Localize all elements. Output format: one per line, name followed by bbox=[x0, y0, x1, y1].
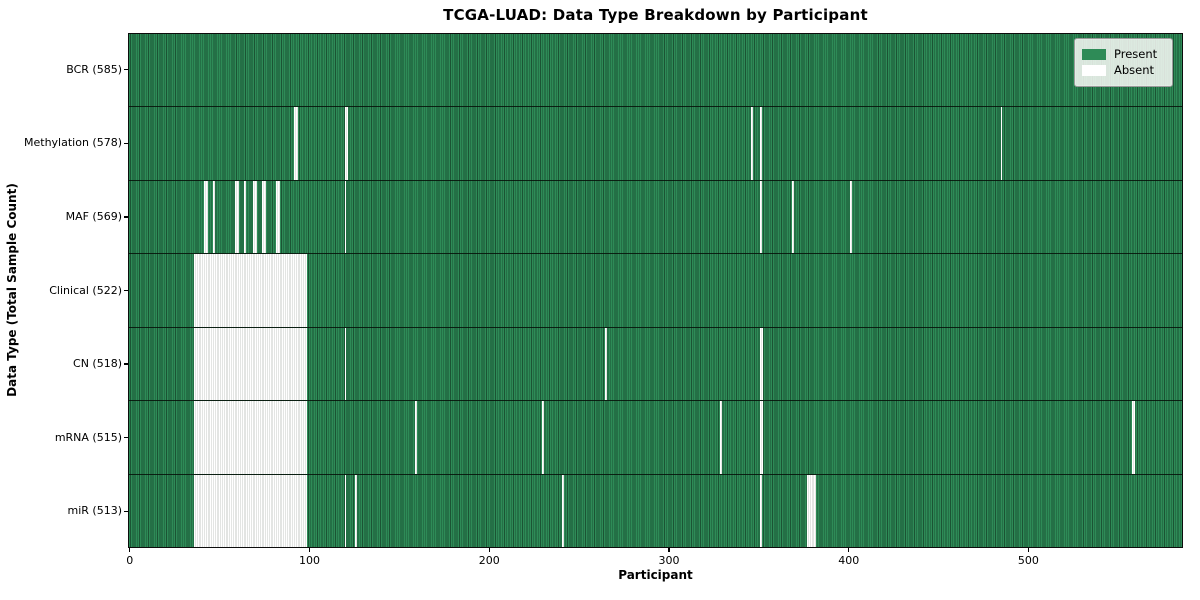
absent-stripe bbox=[1131, 401, 1136, 474]
y-tick-label: CN (518) bbox=[73, 357, 122, 371]
absent-stripe bbox=[204, 180, 209, 254]
legend-swatch-absent bbox=[1082, 65, 1106, 76]
y-tick-label: MAF (569) bbox=[65, 209, 122, 223]
absent-stripe bbox=[562, 474, 564, 547]
heatmap-row-Methylation bbox=[129, 106, 1182, 180]
x-tick-label: 200 bbox=[478, 554, 500, 567]
x-tick-mark bbox=[129, 548, 131, 552]
absent-stripe bbox=[806, 474, 816, 547]
legend-label-present: Present bbox=[1114, 47, 1158, 61]
legend-item-present: Present bbox=[1082, 48, 1164, 61]
x-tick-mark bbox=[308, 548, 311, 552]
absent-stripe bbox=[605, 327, 608, 401]
absent-stripe bbox=[1000, 107, 1003, 180]
x-tick-mark bbox=[1027, 548, 1030, 552]
absent-stripe bbox=[414, 401, 417, 474]
absent-stripe bbox=[244, 180, 246, 254]
y-tick-mark bbox=[124, 437, 128, 439]
absent-stripe bbox=[344, 327, 347, 401]
plot-area: Present Absent bbox=[128, 33, 1183, 548]
absent-stripe bbox=[235, 180, 239, 254]
absent-stripe bbox=[193, 327, 307, 401]
heatmap-row-MAF bbox=[129, 179, 1182, 254]
absent-stripe bbox=[759, 401, 764, 474]
y-tick-mark bbox=[124, 142, 128, 144]
y-tick-mark bbox=[124, 69, 128, 71]
absent-stripe bbox=[720, 401, 723, 474]
absent-stripe bbox=[276, 180, 280, 254]
heatmap-row-mRNA bbox=[129, 400, 1182, 474]
absent-stripe bbox=[193, 474, 307, 547]
heatmap-row-miR bbox=[129, 473, 1182, 547]
absent-stripe bbox=[253, 180, 257, 254]
heatmap-row-CN bbox=[129, 326, 1182, 401]
absent-stripe bbox=[344, 180, 347, 254]
y-tick-label: Clinical (522) bbox=[49, 283, 122, 297]
x-tick-mark bbox=[848, 548, 850, 552]
absent-stripe bbox=[344, 107, 349, 180]
y-tick-label: BCR (585) bbox=[66, 62, 122, 76]
absent-stripe bbox=[542, 401, 545, 474]
heatmap-rows bbox=[129, 34, 1182, 547]
legend-swatch-present bbox=[1082, 49, 1106, 60]
y-tick-mark bbox=[124, 289, 128, 292]
absent-stripe bbox=[792, 180, 794, 254]
x-tick-label: 500 bbox=[1017, 554, 1039, 567]
absent-stripe bbox=[294, 107, 298, 180]
y-tick-label: mRNA (515) bbox=[54, 430, 122, 444]
absent-stripe bbox=[759, 327, 764, 401]
absent-stripe bbox=[849, 180, 852, 254]
absent-stripe bbox=[344, 474, 347, 547]
absent-stripe bbox=[355, 474, 358, 547]
x-tick-mark bbox=[668, 548, 670, 552]
absent-stripe bbox=[759, 474, 762, 547]
legend-label-absent: Absent bbox=[1114, 63, 1155, 77]
absent-stripe bbox=[193, 254, 307, 327]
x-tick-mark bbox=[488, 548, 490, 552]
x-tick-label: 0 bbox=[126, 554, 134, 567]
y-tick-mark bbox=[124, 363, 128, 365]
x-axis-label: Participant bbox=[618, 568, 693, 582]
heatmap-row-BCR bbox=[129, 34, 1182, 107]
absent-stripe bbox=[213, 180, 216, 254]
x-tick-label: 100 bbox=[299, 554, 321, 567]
y-tick-mark bbox=[124, 510, 128, 512]
absent-stripe bbox=[261, 180, 266, 254]
x-tick-label: 300 bbox=[658, 554, 680, 567]
absent-stripe bbox=[193, 401, 307, 474]
heatmap-row-Clinical bbox=[129, 253, 1182, 327]
legend-item-absent: Absent bbox=[1082, 64, 1164, 77]
x-tick-label: 400 bbox=[838, 554, 860, 567]
chart-title: TCGA-LUAD: Data Type Breakdown by Partic… bbox=[443, 6, 868, 24]
y-tick-label: miR (513) bbox=[67, 504, 123, 518]
y-tick-label: Methylation (578) bbox=[24, 136, 122, 150]
absent-stripe bbox=[750, 107, 753, 180]
absent-stripe bbox=[759, 107, 762, 180]
absent-stripe bbox=[759, 180, 762, 254]
legend: Present Absent bbox=[1074, 38, 1173, 87]
y-tick-mark bbox=[124, 216, 128, 218]
